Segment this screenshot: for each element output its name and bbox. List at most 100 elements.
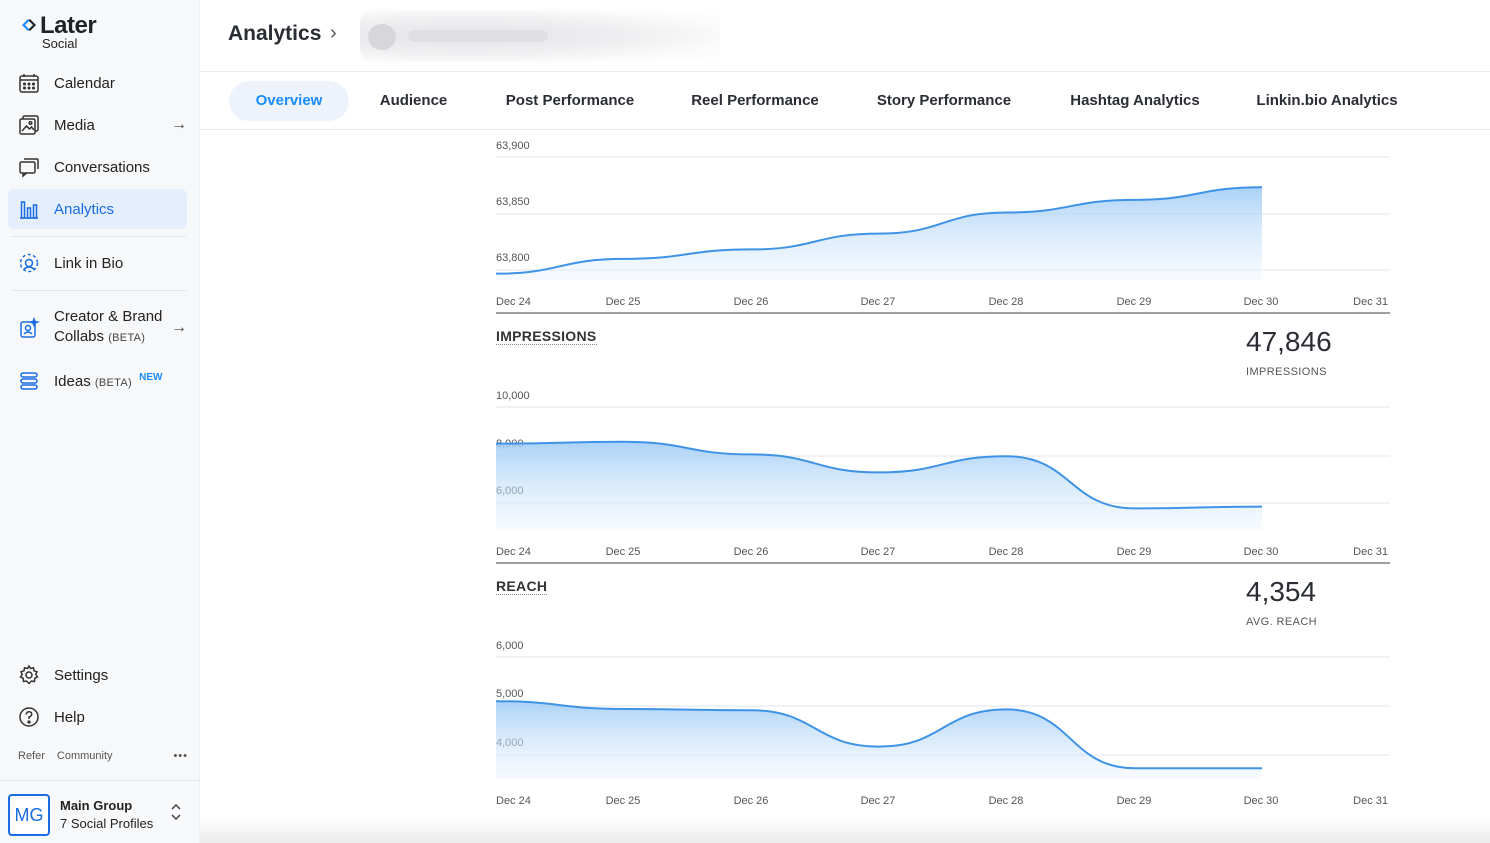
community-link[interactable]: Community: [56, 750, 113, 762]
arrow-right-icon: →: [171, 116, 187, 133]
reach-title[interactable]: REACH: [496, 578, 548, 595]
ideas-label: Ideas: [54, 372, 91, 390]
x-tick-label: Dec 24: [496, 546, 531, 558]
gear-icon: [19, 664, 39, 685]
x-tick-label: Dec 27: [861, 296, 896, 308]
blurred-avatar: [368, 24, 396, 50]
chevron-updown-icon: [170, 803, 182, 822]
sidebar-item-label: Link in Bio: [54, 254, 124, 272]
tab-story-performance[interactable]: Story Performance: [876, 92, 1012, 109]
refer-link[interactable]: Refer: [18, 750, 45, 762]
tab-post-performance[interactable]: Post Performance: [505, 92, 635, 109]
page-title: Analytics: [228, 22, 322, 45]
page-header: Analytics ›: [200, 0, 1490, 72]
sidebar-item-link-in-bio[interactable]: Link in Bio: [8, 243, 187, 283]
analytics-icon: [20, 201, 38, 219]
sidebar-item-label: Creator & Brand Collabs (BETA): [54, 307, 162, 348]
x-tick-label: Dec 28: [989, 795, 1024, 807]
series-area: [496, 441, 1262, 530]
x-tick-label: Dec 30: [1244, 795, 1279, 807]
creator-collabs-icon: [20, 317, 40, 338]
impressions-total: 47,846: [1246, 326, 1332, 357]
x-tick-label: Dec 28: [989, 546, 1024, 558]
x-tick-label: Dec 26: [734, 546, 769, 558]
reach-total: 4,354: [1246, 576, 1317, 607]
calendar-icon: [19, 74, 39, 93]
sidebar-item-media[interactable]: Media →: [8, 105, 187, 145]
analytics-tabs: Overview Audience Post Performance Reel …: [200, 72, 1490, 130]
y-tick-label: 10,000: [496, 390, 530, 402]
brand-sub: Social: [42, 36, 78, 51]
more-icon[interactable]: •••: [173, 750, 188, 762]
x-tick-label: Dec 29: [1117, 296, 1152, 308]
x-tick-label: Dec 29: [1117, 546, 1152, 558]
sidebar-item-label: Conversations: [54, 158, 150, 176]
tab-hashtag-analytics[interactable]: Hashtag Analytics: [1070, 92, 1200, 109]
sidebar-item-label: Analytics: [54, 200, 115, 218]
sidebar-item-label: Help: [54, 708, 85, 726]
sidebar-item-label: Media: [54, 116, 95, 134]
account-switcher[interactable]: MG Main Group 7 Social Profiles: [0, 780, 199, 843]
sidebar-item-help[interactable]: Help: [8, 697, 187, 737]
reach-total-label: AVG. REACH: [1246, 616, 1318, 628]
account-name: Main Group: [60, 798, 133, 813]
series-area: [496, 701, 1262, 779]
series-line: [495, 700, 1262, 770]
chat-icon: [19, 158, 39, 178]
x-tick-label: Dec 28: [989, 296, 1024, 308]
x-tick-label: Dec 27: [861, 546, 896, 558]
sidebar-item-label: Calendar: [54, 74, 115, 92]
x-tick-label: Dec 31: [1353, 795, 1388, 807]
bottom-fade: [200, 815, 1490, 843]
later-logo-icon: [22, 19, 36, 31]
beta-badge: (BETA): [108, 332, 146, 344]
creator-label: Creator & Brand: [54, 308, 163, 325]
account-profiles: 7 Social Profiles: [60, 816, 154, 831]
y-tick-label: 5,000: [496, 688, 524, 700]
sidebar-item-conversations[interactable]: Conversations: [8, 147, 187, 187]
tab-overview[interactable]: Overview: [229, 81, 349, 121]
sidebar-footer-links: Refer Community •••: [18, 750, 188, 762]
sidebar-item-ideas[interactable]: Ideas (BETA) NEW: [8, 361, 187, 401]
sidebar-item-settings[interactable]: Settings: [8, 655, 187, 695]
divider: [12, 290, 186, 291]
media-icon: [19, 115, 39, 135]
arrow-right-icon: →: [171, 319, 187, 336]
tab-reel-performance[interactable]: Reel Performance: [691, 92, 819, 109]
blurred-profile-selector[interactable]: [360, 10, 720, 62]
y-tick-label: 63,900: [496, 140, 530, 152]
chevron-right-icon[interactable]: ›: [330, 22, 337, 44]
sidebar-item-creator-collabs[interactable]: Creator & Brand Collabs (BETA) →: [8, 303, 187, 353]
x-tick-label: Dec 25: [606, 296, 641, 308]
x-tick-label: Dec 29: [1117, 795, 1152, 807]
tab-audience[interactable]: Audience: [379, 92, 448, 109]
new-badge: NEW: [139, 371, 163, 383]
impressions-total-label: IMPRESSIONS: [1246, 366, 1327, 378]
sidebar-item-label: Ideas (BETA) NEW: [54, 371, 163, 390]
x-tick-label: Dec 25: [606, 795, 641, 807]
y-tick-label: 6,000: [496, 640, 524, 652]
ideas-icon: [20, 372, 38, 390]
y-tick-label: 63,850: [496, 196, 530, 208]
beta-badge: (BETA): [94, 376, 132, 389]
sidebar: Later Social Calendar Media → Co: [0, 0, 200, 843]
x-tick-label: Dec 30: [1244, 546, 1279, 558]
sidebar-item-analytics[interactable]: Analytics: [8, 189, 187, 229]
impressions-title[interactable]: IMPRESSIONS: [496, 328, 597, 345]
help-icon: [19, 707, 39, 727]
tab-linkinbio-analytics[interactable]: Linkin.bio Analytics: [1256, 92, 1398, 109]
link-in-bio-icon: [19, 253, 39, 273]
x-tick-label: Dec 26: [734, 795, 769, 807]
x-tick-label: Dec 26: [734, 296, 769, 308]
sidebar-item-calendar[interactable]: Calendar: [8, 63, 187, 103]
x-tick-label: Dec 27: [861, 795, 896, 807]
sidebar-item-label: Settings: [54, 666, 109, 684]
divider: [12, 236, 186, 237]
x-tick-label: Dec 24: [496, 296, 531, 308]
x-tick-label: Dec 24: [496, 795, 531, 807]
x-tick-label: Dec 31: [1353, 296, 1388, 308]
y-tick-label: 63,800: [496, 252, 530, 264]
x-tick-label: Dec 30: [1244, 296, 1279, 308]
